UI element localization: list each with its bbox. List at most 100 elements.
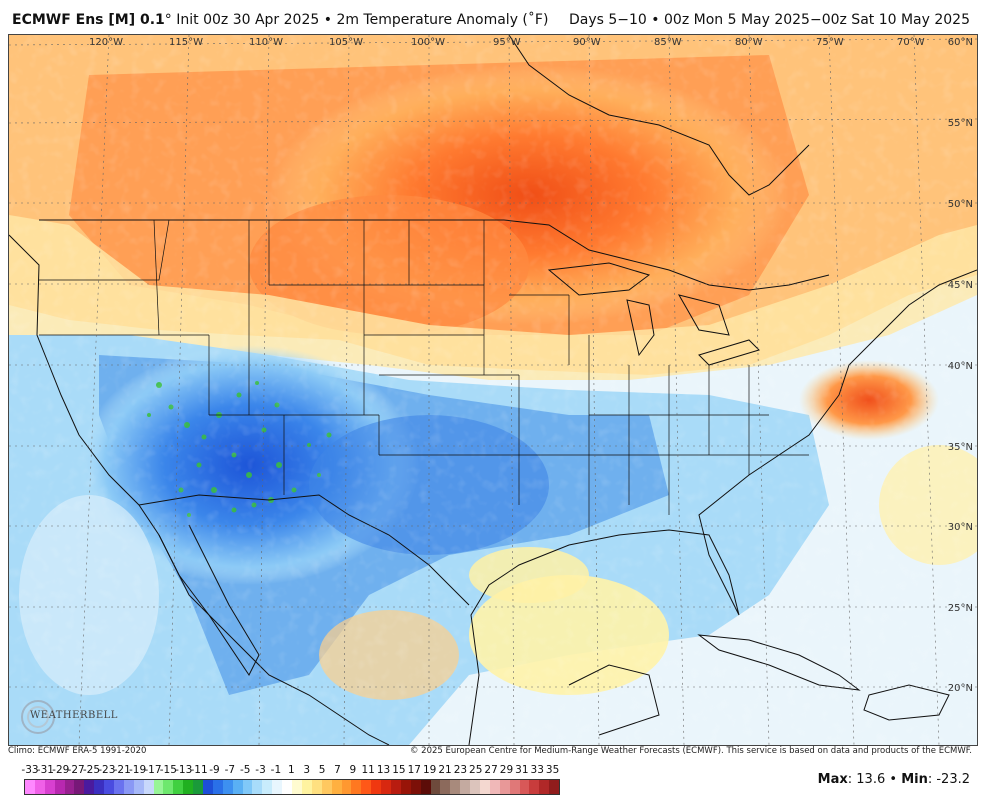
latitude-labels: 60°N 55°N 50°N 45°N 40°N 35°N 30°N 25°N … xyxy=(948,37,973,694)
scale-bar xyxy=(24,779,561,795)
baja-outline xyxy=(158,524,260,676)
east-coastline xyxy=(838,269,977,396)
scale-swatch xyxy=(193,780,204,794)
lake-superior xyxy=(547,262,651,296)
lon-label: 85°W xyxy=(654,37,682,48)
scale-swatch xyxy=(252,780,263,794)
scale-label: 19 xyxy=(422,764,437,776)
weatherbell-logo: WEATHERBELL xyxy=(18,696,117,738)
lat-label: 20°N xyxy=(948,683,973,694)
scale-swatch xyxy=(282,780,293,794)
lat-label: 55°N xyxy=(948,118,973,129)
scale-swatch xyxy=(114,780,124,794)
scale-label: -23 xyxy=(98,764,116,776)
lon-label: 120°W xyxy=(89,37,123,48)
scale-label: 35 xyxy=(545,764,560,776)
lon-label: 105°W xyxy=(329,37,363,48)
scale-swatch xyxy=(400,780,411,794)
lat-label: 25°N xyxy=(948,603,973,614)
map-frame: 120°W 115°W 110°W 105°W 100°W 95°W 90°W … xyxy=(8,34,978,746)
scale-swatch xyxy=(153,780,164,794)
scale-swatch xyxy=(173,780,184,794)
scale-label: -29 xyxy=(52,764,70,776)
scale-label: -5 xyxy=(239,764,251,776)
copyright-note: © 2025 European Centre for Medium-Range … xyxy=(409,746,972,756)
scale-label: -19 xyxy=(129,764,147,776)
scale-swatch xyxy=(470,780,480,794)
scale-labels: -33 -31 -29 -27 -25 -23 -21 -19 -17 -15 -13 -11 -9 -7… xyxy=(18,764,718,778)
scale-label: -9 xyxy=(209,764,220,776)
texture-overlay xyxy=(9,35,977,745)
longitude-labels: 120°W 115°W 110°W 105°W 100°W 95°W 90°W … xyxy=(89,37,925,48)
cuba-outline xyxy=(697,634,861,691)
scale-label: -1 xyxy=(270,764,282,776)
scale-swatch xyxy=(301,780,312,794)
logo-text: WEATHERBELL xyxy=(30,710,118,721)
scale-swatch xyxy=(361,780,372,794)
scale-label: 23 xyxy=(453,764,468,776)
scale-swatch xyxy=(440,780,451,794)
yucatan-outline xyxy=(568,664,660,736)
lon-label: 95°W xyxy=(493,37,521,48)
init-time: Init 00z 30 Apr 2025 xyxy=(176,12,320,28)
scale-swatch xyxy=(311,780,322,794)
scale-swatch xyxy=(183,780,194,794)
max-min-readout: Max: 13.6 • Min: -23.2 xyxy=(818,772,970,787)
scale-swatch xyxy=(410,780,421,794)
scale-label: 13 xyxy=(376,764,391,776)
scale-swatch xyxy=(390,780,401,794)
lon-label: 75°W xyxy=(816,37,844,48)
scale-label: 17 xyxy=(407,764,421,776)
scale-label: 29 xyxy=(499,764,514,776)
lat-label: 30°N xyxy=(948,522,973,533)
scale-swatch xyxy=(539,780,550,794)
scale-swatch xyxy=(292,780,302,794)
boundaries xyxy=(9,35,977,745)
scale-label: 21 xyxy=(438,764,452,776)
scale-label: -11 xyxy=(190,764,208,776)
scale-swatch xyxy=(203,780,213,794)
state-borders xyxy=(39,219,809,535)
lon-label: 110°W xyxy=(249,37,283,48)
scale-swatch xyxy=(25,780,35,794)
hudson-bay-edge xyxy=(508,35,810,196)
scale-swatch xyxy=(84,780,95,794)
scale-swatch xyxy=(509,780,520,794)
scale-label: 5 xyxy=(318,764,326,776)
lat-label: 50°N xyxy=(948,199,973,210)
scale-swatch xyxy=(123,780,134,794)
scale-label: 25 xyxy=(469,764,483,776)
scale-swatch xyxy=(232,780,243,794)
scale-label: 31 xyxy=(515,764,529,776)
scale-swatch xyxy=(519,780,530,794)
scale-swatch xyxy=(341,780,352,794)
scale-swatch xyxy=(143,780,154,794)
degree-mark: ° xyxy=(164,12,172,28)
model-name: ECMWF Ens [M] 0.1 xyxy=(12,12,165,28)
climo-note: Climo: ECMWF ERA-5 1991-2020 xyxy=(8,746,147,756)
scale-label: 11 xyxy=(361,764,375,776)
scale-label: -13 xyxy=(175,764,193,776)
min-value: : -23.2 xyxy=(927,772,970,787)
scale-swatch xyxy=(430,780,441,794)
scale-swatch xyxy=(44,780,55,794)
scale-swatch xyxy=(499,780,510,794)
scale-swatch xyxy=(479,780,490,794)
scale-label: 27 xyxy=(484,764,498,776)
lon-label: 90°W xyxy=(573,37,601,48)
lon-label: 80°W xyxy=(735,37,763,48)
product-name: 2m Temperature Anomaly (˚F) xyxy=(336,12,549,28)
scale-swatch xyxy=(163,780,174,794)
header: ECMWF Ens [M] 0.1° Init 00z 30 Apr 2025 … xyxy=(0,0,984,34)
graticule xyxy=(9,35,977,745)
scale-swatch xyxy=(104,780,115,794)
lake-erie xyxy=(698,339,760,366)
lon-label: 115°W xyxy=(169,37,203,48)
canada-us-border xyxy=(39,219,830,291)
max-value: : 13.6 xyxy=(847,772,886,787)
scale-swatch xyxy=(489,780,500,794)
scale-label: 1 xyxy=(287,764,295,776)
scale-swatch xyxy=(549,780,560,794)
scale-swatch xyxy=(64,780,75,794)
scale-swatch xyxy=(321,780,332,794)
